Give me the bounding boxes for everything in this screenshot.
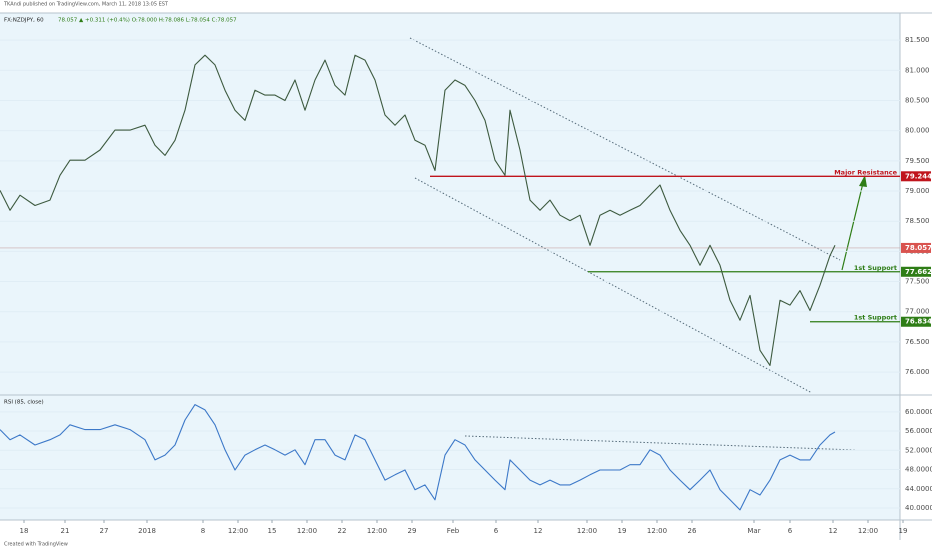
series-line	[0, 404, 836, 511]
y-tick-label: 77.000	[905, 308, 930, 316]
y-tick-label: 80.000	[905, 127, 930, 135]
x-tick-label: 19	[618, 527, 627, 535]
x-tick-label: 22	[338, 527, 347, 535]
y-tick-label: 78.500	[905, 217, 930, 225]
last-price-box	[901, 242, 931, 253]
footer: Created with TradingView	[4, 542, 68, 548]
y-tick-label: 76.000	[905, 368, 930, 376]
level-price-label: 77.662	[905, 268, 932, 276]
x-tick-label: 12:00	[577, 527, 597, 535]
y2-tick-label: 60.0000	[905, 408, 932, 416]
y2-tick-label: 40.0000	[905, 504, 932, 512]
x-tick-label: 2018	[138, 527, 156, 535]
x-tick-label: 19	[899, 527, 908, 535]
x-tick-label: 12:00	[228, 527, 248, 535]
quote: 78.057 ▲ +0.311 (+0.4%) O:78.000 H:78.08…	[58, 18, 237, 24]
level-price-label: 76.834	[905, 318, 932, 326]
x-tick-label: 12:00	[367, 527, 387, 535]
last-price-label: 78.057	[905, 244, 932, 252]
series-line	[0, 54, 836, 366]
x-tick-label: 12	[829, 527, 838, 535]
level-label: Major Resistance	[834, 168, 897, 176]
channel-upper	[409, 37, 841, 261]
x-tick-label: 12	[534, 527, 543, 535]
arrow-shaft	[841, 182, 864, 271]
y-tick-label: 76.500	[905, 338, 930, 346]
y-tick-label: 80.500	[905, 97, 930, 105]
x-tick-label: Mar	[747, 527, 760, 535]
level-price-box	[901, 171, 931, 182]
x-tick-label: 15	[268, 527, 277, 535]
y2-tick-label: 52.0000	[905, 446, 932, 454]
y-tick-label: 77.500	[905, 278, 930, 286]
x-tick-label: 12:00	[297, 527, 317, 535]
y-tick-label: 79.000	[905, 187, 930, 195]
x-tick-label: 12:00	[858, 527, 878, 535]
y-tick-label: 81.000	[905, 66, 930, 74]
symbol: FX:NZDJPY, 60	[4, 18, 44, 24]
plot-background	[0, 13, 900, 520]
x-tick-label: 21	[61, 527, 70, 535]
x-tick-label: Feb	[447, 527, 460, 535]
y2-tick-label: 48.0000	[905, 466, 932, 474]
level-label: 1st Support	[854, 264, 897, 272]
level-price-box	[901, 266, 931, 277]
y-tick-label: 79.500	[905, 157, 930, 165]
x-tick-label: 27	[100, 527, 109, 535]
x-tick-label: 12:00	[647, 527, 667, 535]
y2-tick-label: 44.0000	[905, 485, 932, 493]
x-tick-label: 6	[788, 527, 793, 535]
x-tick-label: 29	[408, 527, 417, 535]
arrow-head	[859, 175, 867, 187]
x-tick-label: 18	[20, 527, 29, 535]
x-tick-label: 8	[201, 527, 205, 535]
rsi-label: RSI (85, close)	[4, 400, 44, 406]
level-price-label: 79.244	[905, 172, 932, 180]
level-label: 1st Support	[854, 314, 897, 322]
level-price-box	[901, 316, 931, 327]
y2-tick-label: 56.0000	[905, 427, 932, 435]
x-tick-label: 26	[688, 527, 697, 535]
x-tick-label: 6	[494, 527, 499, 535]
y-tick-label: 81.500	[905, 36, 930, 44]
publish-info: TKAndi published on TradingView.com, Mar…	[3, 2, 169, 8]
